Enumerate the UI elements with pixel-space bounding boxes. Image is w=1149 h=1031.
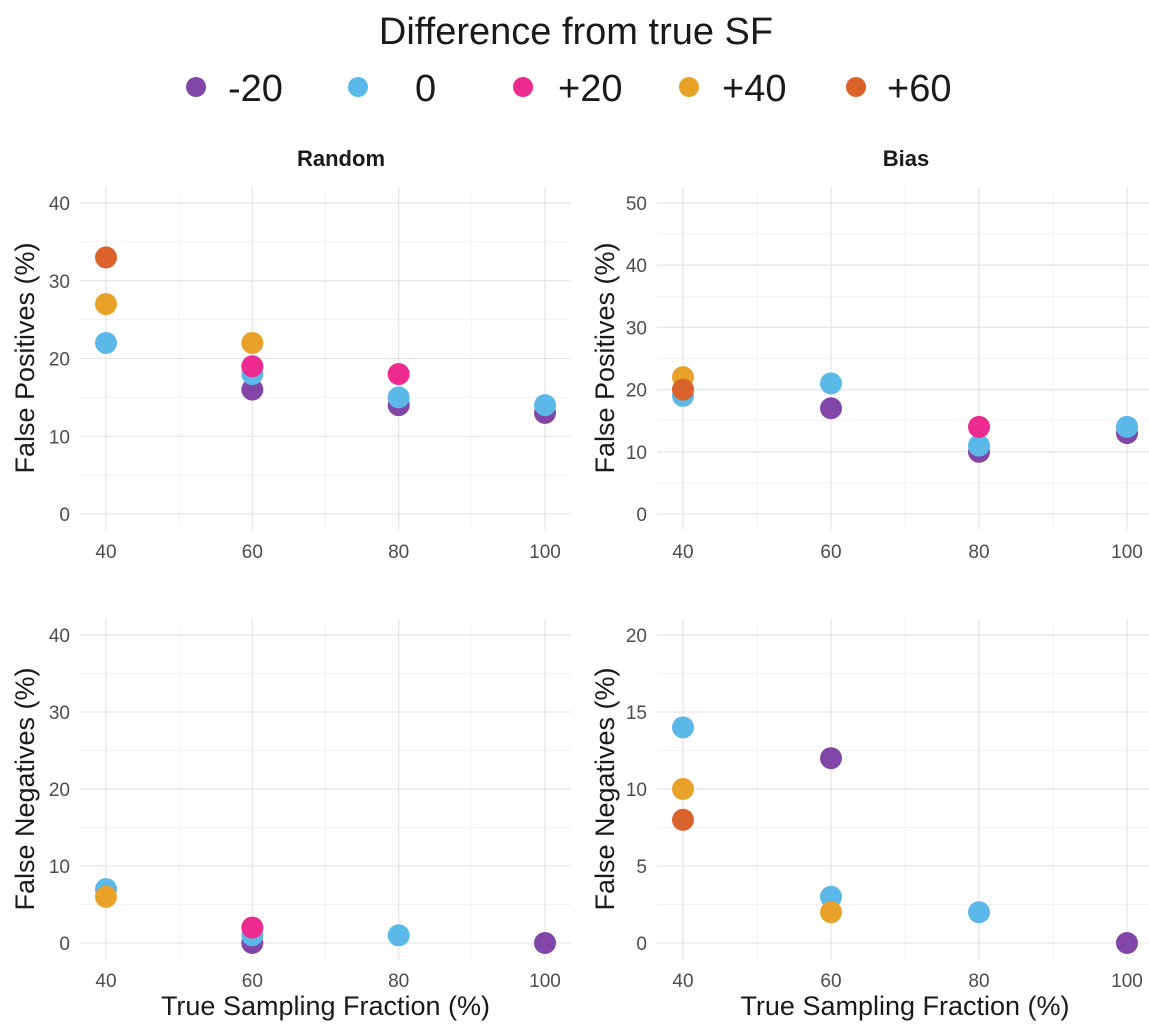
legend-label-2: +20 (558, 68, 622, 110)
point-0-x80 (387, 386, 410, 409)
y-tick-label: 10 (49, 857, 70, 878)
y-tick-label: 50 (626, 194, 647, 215)
point-0-x80 (968, 434, 990, 457)
legend-title: Difference from true SF (379, 11, 773, 53)
point-+20-x80 (387, 363, 410, 386)
legend-swatch-4 (846, 77, 866, 97)
legend-label-4: +60 (887, 68, 951, 110)
point-0-x80 (387, 924, 410, 947)
legend-label-1: 0 (415, 68, 436, 110)
legend-label-3: +40 (722, 68, 786, 110)
x-tick-label: 80 (388, 971, 409, 992)
point-+40-x60 (820, 901, 842, 924)
legend-swatch-3 (679, 77, 699, 97)
y-tick-label: 40 (626, 256, 647, 277)
x-tick-label: 80 (388, 542, 409, 563)
panel-0: 0 10 20 30 40 40 60 80 100 Random False Positives … (10, 146, 571, 563)
x-tick-label: 100 (1111, 971, 1143, 992)
y-tick-label: 5 (636, 857, 647, 878)
point-0-x100 (534, 394, 556, 417)
x-axis-title: True Sampling Fraction (%) (161, 991, 490, 1021)
point-0-x100 (1116, 415, 1138, 438)
y-tick-label: 0 (636, 505, 647, 526)
y-tick-label: 0 (59, 505, 70, 526)
point-0-x80 (968, 901, 990, 924)
y-tick-label: 30 (49, 703, 70, 724)
point--20-x100 (534, 932, 556, 954)
y-tick-label: 20 (626, 381, 647, 402)
x-tick-label: 40 (95, 542, 116, 563)
point-+40-x60 (241, 331, 264, 354)
x-tick-label: 40 (95, 971, 116, 992)
y-tick-label: 40 (49, 194, 70, 215)
point--20-x100 (1116, 932, 1138, 954)
legend-swatch-1 (348, 77, 368, 97)
y-axis-title: False Positives (%) (590, 242, 620, 473)
point-+60-x40 (672, 808, 694, 831)
point--20-x60 (241, 378, 264, 401)
panel-1: 0 10 20 30 40 50 40 60 80 100 Bias False Positives … (590, 146, 1149, 563)
panel-2: 0 10 20 30 40 40 60 80 100 False Negatives (%) Tru… (10, 619, 571, 1021)
legend-label-0: -20 (228, 68, 283, 110)
facet-title: Bias (883, 146, 929, 171)
point-+60-x40 (95, 246, 117, 269)
x-tick-label: 80 (968, 542, 989, 563)
legend-swatch-0 (186, 77, 206, 97)
y-tick-label: 0 (59, 934, 70, 955)
point-+20-x60 (241, 355, 264, 378)
x-tick-label: 60 (820, 971, 841, 992)
point--20-x60 (820, 747, 842, 770)
point-0-x40 (95, 331, 117, 354)
y-tick-label: 10 (626, 443, 647, 464)
panel-3: 0 5 10 15 20 40 60 80 100 False Negatives (%) True… (590, 619, 1149, 1021)
x-tick-label: 80 (968, 971, 989, 992)
x-tick-label: 60 (242, 971, 263, 992)
y-tick-label: 10 (49, 427, 70, 448)
x-tick-label: 60 (242, 542, 263, 563)
x-tick-label: 100 (529, 971, 561, 992)
y-axis-title: False Negatives (%) (590, 667, 620, 910)
point-0-x60 (820, 372, 842, 395)
point-0-x40 (672, 716, 694, 739)
point-0-x60 (820, 885, 842, 908)
y-axis-title: False Positives (%) (10, 242, 40, 473)
point-+20-x80 (968, 415, 990, 438)
y-tick-label: 30 (626, 318, 647, 339)
y-tick-label: 15 (626, 703, 647, 724)
y-tick-label: 30 (49, 272, 70, 293)
y-tick-label: 10 (626, 780, 647, 801)
x-tick-label: 40 (672, 542, 693, 563)
legend: -20 0 +20 +40 +60 (186, 68, 951, 110)
y-tick-label: 20 (49, 350, 70, 371)
y-tick-label: 40 (49, 626, 70, 647)
legend-swatch-2 (513, 77, 533, 97)
point-+20-x60 (241, 916, 264, 939)
x-tick-label: 100 (1111, 542, 1143, 563)
point-+40-x40 (95, 885, 117, 908)
point-+40-x40 (95, 293, 117, 316)
x-tick-label: 100 (529, 542, 561, 563)
x-tick-label: 40 (672, 971, 693, 992)
y-axis-title: False Negatives (%) (10, 667, 40, 910)
point--20-x60 (820, 397, 842, 420)
y-tick-label: 20 (626, 626, 647, 647)
y-tick-label: 20 (49, 780, 70, 801)
y-tick-label: 0 (636, 934, 647, 955)
x-axis-title: True Sampling Fraction (%) (740, 991, 1069, 1021)
facet-title: Random (297, 146, 385, 171)
point-+60-x40 (672, 378, 694, 401)
x-tick-label: 60 (820, 542, 841, 563)
point-+40-x40 (672, 778, 694, 800)
